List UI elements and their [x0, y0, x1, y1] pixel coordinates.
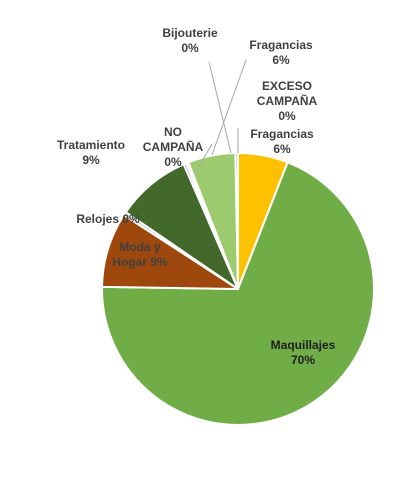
slice-label-3-line-1: Moda y [119, 240, 161, 254]
slice-label-6-line-3: 0% [164, 155, 182, 169]
slice-label-7-line-1: Bijouterie [162, 26, 218, 40]
slice-label-5-line-1: Tratamiento [57, 138, 125, 152]
slice-label-8-line-2: 6% [272, 53, 290, 67]
slice-label-4-line-1: Relojes 0% [76, 212, 140, 226]
leader-line-7 [208, 61, 232, 154]
slice-label-2-line-1: Maquillajes [271, 338, 336, 352]
slice-label-1-line-2: 6% [273, 142, 291, 156]
slice-label-6-line-2: CAMPAÑA [143, 139, 204, 154]
slice-label-9-line-1: EXCESO [262, 79, 312, 93]
slice-label-5: Tratamiento 9% [57, 138, 125, 167]
slice-label-9-line-2: CAMPAÑA [257, 93, 318, 108]
slice-label-1: Fragancias 6% [250, 127, 314, 156]
slice-label-2: Maquillajes 70% [271, 338, 336, 367]
slice-label-5-line-2: 9% [82, 153, 100, 167]
slice-label-4: Relojes 0% [76, 212, 140, 226]
slice-label-1-line-1: Fragancias [250, 127, 314, 141]
slice-label-7-line-2: 0% [181, 41, 199, 55]
slice-label-7: Bijouterie 0% [162, 26, 218, 55]
slice-label-2-line-2: 70% [291, 353, 315, 367]
leader-line-6 [195, 143, 213, 172]
slice-label-6: NO CAMPAÑA 0% [143, 125, 204, 169]
pie-slice-2 [101, 161, 375, 426]
slice-label-8-line-1: Fragancias [249, 38, 313, 52]
slice-label-9-line-3: 0% [278, 109, 296, 123]
slice-label-6-line-1: NO [164, 125, 182, 139]
slice-label-9: EXCESO CAMPAÑA 0% [257, 79, 318, 123]
slice-label-8: Fragancias 6% [249, 38, 313, 67]
slice-label-3-line-2: Hogar 9% [112, 255, 168, 269]
slice-label-3: Moda y Hogar 9% [112, 240, 168, 269]
leader-line-8 [211, 59, 247, 156]
